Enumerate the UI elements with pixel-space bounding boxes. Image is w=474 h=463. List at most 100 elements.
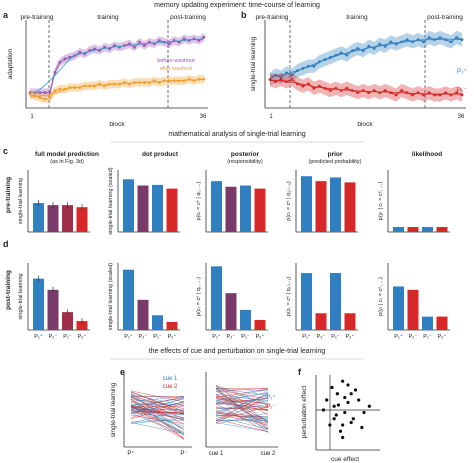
pf-point [335, 392, 339, 396]
pe-right-line [215, 385, 269, 416]
pe-left-line [130, 407, 185, 427]
pc-bar [137, 185, 149, 232]
panel-b-label-p1plus: P₁⁺ [457, 68, 468, 75]
panel-b-plot [268, 30, 464, 102]
pe-right-line [215, 393, 269, 426]
pe-left-line [130, 395, 185, 440]
pe-right-line [215, 395, 269, 413]
panel-e-legend-cue1: cue 1 [163, 376, 178, 382]
panel-e-ylabel: single-trial learning [110, 382, 117, 437]
pa-point [197, 39, 201, 42]
panel-b: pre-training training post-training sing… [250, 14, 468, 128]
panel-a-legend-before: before washout [157, 58, 195, 64]
pa-point [53, 89, 57, 93]
pb-point [345, 86, 349, 90]
pd-tick-label: P₂⁺ [78, 333, 87, 340]
pb-point [383, 44, 387, 48]
pd-col3-ylabel: p(cₜ = cᵉ | q₁:ₜ₋₁) [286, 277, 292, 317]
col-sub-3: (responsibility) [227, 159, 263, 165]
pe-right-line [215, 400, 269, 412]
pd-bar [344, 313, 356, 330]
column-titles: full model prediction (as in Fig. 3d) do… [35, 151, 442, 165]
pe-right-line [215, 405, 269, 410]
panel-b-phase-post: post-training [427, 14, 463, 21]
pd-tick-label: P₁⁻ [63, 334, 72, 340]
pe-right-line [215, 389, 269, 401]
pd-bar [123, 269, 134, 330]
pe-right-line [215, 413, 269, 420]
pf-point [343, 410, 347, 415]
pd-tick-label: P₁⁺ [124, 333, 133, 340]
pf-point [330, 385, 334, 390]
pc-col2-ylabel: p(cₜ = cᵉ | qₜ, ...) [196, 181, 202, 220]
pc-bar [211, 181, 222, 232]
pb-point [455, 36, 458, 39]
panel-a-ylabel: adaptation [7, 48, 14, 79]
pd-bar [225, 293, 237, 330]
pd-tick-label: P₁⁺ [302, 333, 311, 340]
panel-letter-a: a [3, 10, 9, 20]
pd-bar [166, 321, 178, 330]
pe-left-line [130, 395, 185, 402]
pb-point [449, 40, 453, 44]
pd-tick-label: P₁⁻ [241, 334, 250, 340]
pa-point [43, 97, 47, 101]
pf-point [349, 392, 353, 396]
pe-left-line [130, 392, 185, 435]
pb-band-1 [270, 72, 462, 102]
pb-point [312, 64, 316, 68]
pe-right-line [215, 388, 269, 396]
pd-bar [152, 315, 163, 330]
pd-tick-label: P₂⁺ [438, 333, 447, 340]
pa-point [78, 50, 82, 54]
pa-point [202, 35, 206, 39]
panel-e-left-tick-pplus: P⁺ [127, 450, 134, 457]
panel-a-plot [28, 32, 206, 104]
panel-e-lines [130, 385, 269, 440]
pd-tick-label: P₂⁻ [409, 334, 418, 340]
panel-a: pre-training training post-training adap… [7, 14, 208, 128]
pd-bar [393, 286, 404, 330]
pc-bar [254, 188, 266, 232]
pc-bar [33, 203, 44, 232]
pa-model-line-1 [29, 79, 205, 98]
pa-point [63, 57, 67, 61]
pe-right-line [215, 392, 269, 422]
pc-bar [123, 179, 134, 232]
pc-bar [166, 188, 178, 232]
panel-b-xlabel: block [357, 121, 373, 128]
pf-point [357, 398, 361, 402]
pe-right-line [215, 387, 269, 422]
pc-bar [407, 227, 419, 232]
pf-point [325, 398, 329, 402]
pd-bar [254, 319, 266, 330]
panel-e-right-tick-cue1: cue 1 [209, 451, 224, 457]
pd-col2-ylabel: p(cₜ = cᵉ | qₜ, ...) [196, 277, 202, 316]
panel-letter-e: e [120, 367, 125, 377]
pf-point [343, 395, 347, 400]
panel-b-xtick-1: 1 [269, 114, 273, 120]
pd-bar [76, 321, 88, 330]
pf-point [367, 404, 371, 408]
pd-tick-label: P₂⁺ [346, 333, 355, 340]
pe-left-line [130, 397, 185, 408]
pb-point [378, 42, 382, 46]
pe-right-line [215, 422, 269, 432]
pe-left-line [130, 405, 185, 419]
panel-b-phase-training: training [346, 14, 368, 21]
pb-point [279, 75, 283, 79]
pa-point [142, 44, 146, 47]
panel-a-xtick-36: 36 [200, 114, 207, 120]
panel-c-bars: single-trial learning single-trial learni… [18, 167, 450, 235]
pe-right-line [215, 416, 269, 430]
pd-tick-label: P₂⁻ [139, 334, 148, 340]
panel-b-label-p2minus: P₂⁻ [457, 87, 468, 94]
col-title-3: posterior [231, 151, 260, 158]
pf-point [341, 379, 345, 383]
pd-col4-ylabel: p(yₜ | cₜ = cᵉ, ...) [378, 277, 384, 316]
section-title-top: memory updating experiment: time-course … [154, 2, 320, 9]
pa-point [28, 92, 32, 96]
pb-point [290, 78, 294, 81]
col-title-5: likelihood [412, 151, 442, 158]
panel-e-left-tick-pminus: P⁻ [180, 451, 187, 457]
